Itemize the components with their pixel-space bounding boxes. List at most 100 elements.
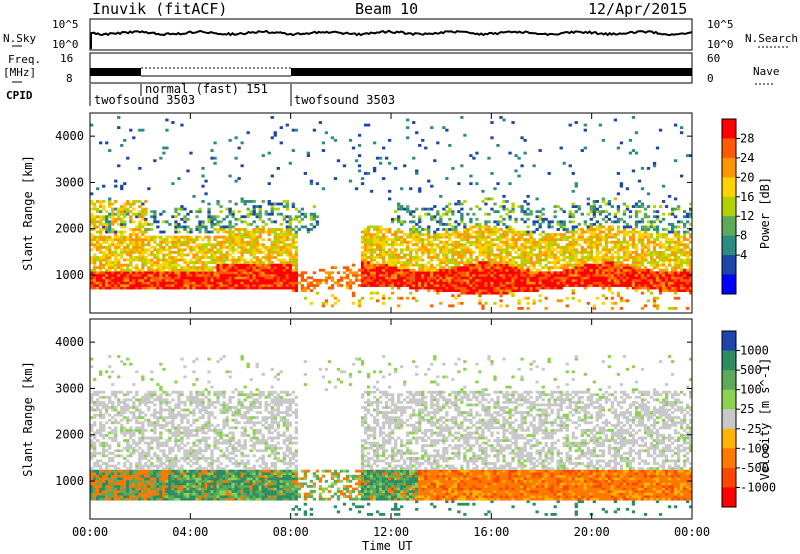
power-cell — [556, 281, 560, 285]
power-cell — [412, 233, 416, 236]
power-cell — [430, 245, 434, 249]
power-cell — [652, 205, 657, 208]
power-cell — [279, 286, 283, 290]
power-cell — [556, 228, 560, 231]
power-cell — [108, 230, 112, 234]
power-cell — [168, 284, 172, 287]
power-cell — [517, 278, 521, 282]
power-cell — [601, 276, 606, 280]
power-cell — [502, 289, 506, 293]
power-cell — [219, 243, 223, 247]
power-cell — [243, 248, 247, 252]
power-cell — [448, 276, 452, 280]
power-cell — [508, 151, 512, 155]
power-cell — [363, 243, 368, 247]
power-cell — [273, 228, 277, 231]
power-cell — [162, 263, 166, 267]
velocity-cell — [111, 484, 115, 488]
power-cell — [529, 261, 533, 264]
power-cell — [478, 301, 482, 305]
power-cell — [562, 250, 566, 254]
power-cell — [249, 210, 253, 214]
power-cell — [372, 166, 377, 170]
power-cell — [523, 212, 527, 216]
power-cell — [469, 256, 473, 259]
power-cell — [177, 286, 181, 290]
power-cell — [180, 225, 184, 229]
power-cell — [93, 222, 97, 226]
power-cell — [412, 215, 416, 219]
power-cell — [604, 233, 609, 236]
power-cell — [532, 230, 536, 234]
power-cell — [673, 240, 678, 244]
power-cell — [207, 238, 211, 242]
power-cell — [571, 230, 575, 234]
power-cell — [475, 273, 479, 277]
power-cell — [387, 197, 392, 201]
power-cell — [526, 273, 530, 277]
power-cell — [580, 271, 584, 275]
power-cell — [562, 281, 566, 285]
power-cell — [511, 248, 515, 252]
power-cell — [258, 210, 262, 214]
power-cell — [192, 286, 196, 290]
power-cell — [177, 253, 181, 257]
power-cell — [207, 278, 211, 282]
power-cell — [123, 245, 127, 249]
power-cell — [249, 278, 253, 282]
power-cell — [415, 169, 419, 173]
velocity-cell — [96, 462, 100, 465]
power-cell — [285, 207, 289, 211]
power-cell — [676, 263, 681, 267]
power-cell — [189, 271, 193, 275]
power-cell — [93, 225, 97, 229]
power-cell — [427, 256, 431, 259]
power-cell — [664, 205, 669, 208]
power-cell — [472, 281, 476, 285]
power-cell — [682, 222, 687, 226]
power-cell — [577, 233, 581, 236]
power-cell — [550, 261, 554, 264]
power-cell — [499, 266, 503, 270]
power-cell — [351, 146, 356, 150]
power-cell — [544, 217, 548, 221]
power-cell — [165, 273, 169, 277]
power-cell — [228, 266, 232, 270]
power-cell — [655, 238, 660, 242]
power-cell — [336, 281, 341, 285]
power-cell — [442, 286, 446, 290]
station-title: Inuvik (fitACF) — [92, 0, 227, 18]
power-cell — [442, 271, 446, 275]
power-cell — [481, 225, 485, 229]
power-cell — [114, 273, 118, 277]
power-cell — [583, 268, 587, 272]
power-cell — [541, 235, 545, 239]
power-cell — [129, 253, 133, 257]
power-cell — [309, 228, 314, 231]
power-cell — [625, 207, 630, 211]
power-cell — [625, 256, 630, 259]
power-cell — [664, 228, 669, 231]
power-cell — [649, 271, 654, 275]
power-cell — [294, 276, 298, 280]
power-cell — [144, 250, 148, 254]
power-cell — [243, 240, 247, 244]
power-cell — [631, 271, 636, 275]
power-cell — [135, 245, 139, 249]
power-cell — [643, 266, 648, 270]
power-cell — [108, 258, 112, 262]
power-cell — [360, 268, 365, 272]
velocity-cell — [93, 400, 97, 404]
power-cell — [625, 268, 630, 272]
power-cell — [658, 250, 663, 254]
power-cell — [658, 268, 663, 272]
power-cell — [357, 273, 362, 277]
power-cell — [541, 286, 545, 290]
power-cell — [586, 202, 590, 206]
power-cell — [544, 284, 548, 287]
power-cell — [553, 263, 557, 267]
power-cell — [415, 238, 419, 242]
power-cell — [586, 284, 590, 287]
power-cell — [120, 222, 124, 226]
